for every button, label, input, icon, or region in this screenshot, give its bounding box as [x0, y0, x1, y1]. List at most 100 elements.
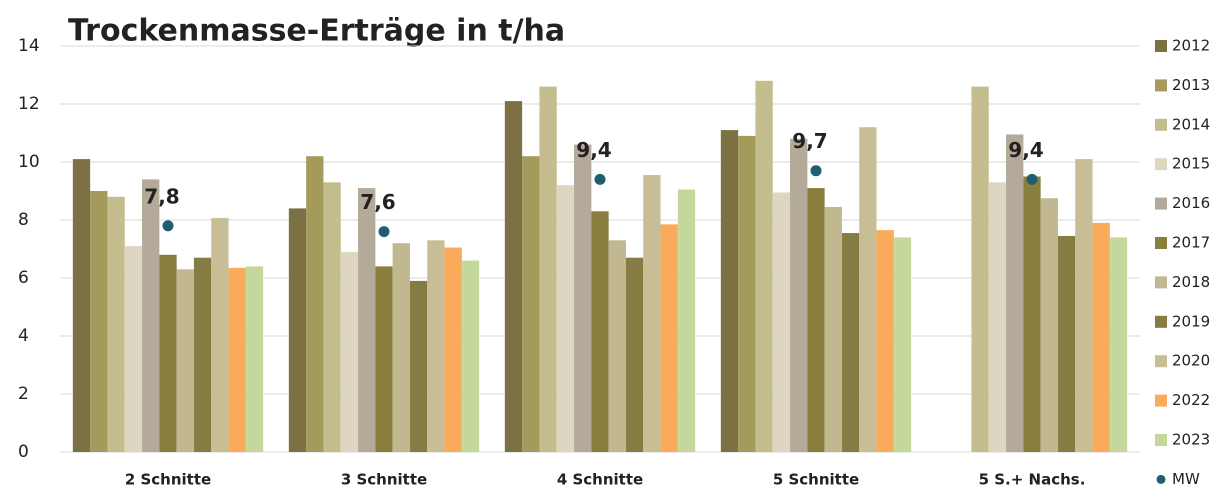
- legend-label: 2020: [1172, 352, 1210, 370]
- bar: [72, 159, 91, 452]
- bar: [807, 188, 825, 452]
- bar: [142, 179, 160, 452]
- legend-marker: [1155, 40, 1167, 52]
- bar: [772, 192, 791, 452]
- bar: [971, 86, 989, 452]
- bar: [323, 182, 341, 453]
- bar: [1109, 237, 1128, 452]
- bar: [841, 233, 860, 452]
- bar: [444, 247, 462, 452]
- data-label: 9,4: [1008, 138, 1043, 162]
- bar: [859, 127, 877, 452]
- bar: [625, 257, 644, 452]
- bar: [556, 185, 575, 452]
- data-label: 9,7: [792, 129, 827, 153]
- legend-marker: [1155, 355, 1167, 368]
- x-tick-label: 2 Schnitte: [125, 471, 211, 489]
- bar: [574, 144, 592, 452]
- y-tick-label: 10: [18, 152, 40, 172]
- legend-label: 2023: [1172, 431, 1210, 449]
- bar: [90, 191, 108, 452]
- legend-marker: [1155, 158, 1167, 171]
- legend-marker: [1155, 394, 1167, 407]
- bar: [988, 182, 1007, 453]
- bar: [790, 138, 808, 453]
- bar: [176, 269, 194, 452]
- data-label: 9,4: [576, 138, 611, 162]
- data-label: 7,6: [360, 190, 395, 214]
- bar: [245, 266, 264, 452]
- chart-title: Trockenmasse-Erträge in t/ha: [68, 14, 565, 49]
- y-tick-label: 4: [18, 326, 29, 346]
- bar: [288, 208, 307, 452]
- y-tick-label: 6: [18, 268, 29, 288]
- mean-dot: [810, 165, 822, 177]
- legend-marker: [1155, 434, 1167, 446]
- bar: [159, 254, 177, 452]
- bar: [211, 217, 229, 452]
- bar: [876, 230, 894, 452]
- y-tick-label: 2: [18, 384, 29, 404]
- legend-label: 2012: [1172, 37, 1210, 55]
- x-tick-label: 4 Schnitte: [557, 471, 643, 489]
- bar: [643, 175, 661, 453]
- bar: [461, 260, 480, 452]
- bar: [1092, 222, 1110, 452]
- bar: [1075, 159, 1093, 452]
- bar: [340, 251, 359, 452]
- bar: [539, 86, 557, 452]
- bar: [124, 246, 143, 452]
- bar: [824, 206, 842, 452]
- legend-marker: [1155, 118, 1167, 131]
- bar: [228, 267, 246, 452]
- x-tick-label: 5 S.+ Nachs.: [979, 471, 1086, 489]
- mean-dot: [162, 220, 174, 232]
- legend-label: 2019: [1172, 312, 1210, 330]
- legend-label: 2013: [1172, 76, 1210, 94]
- bar: [1040, 198, 1058, 452]
- bar: [677, 189, 696, 453]
- bar: [375, 266, 393, 452]
- y-tick-label: 12: [18, 94, 40, 114]
- x-tick-label: 3 Schnitte: [341, 471, 427, 489]
- bar: [358, 188, 376, 452]
- bar: [504, 101, 523, 452]
- legend-marker: [1155, 237, 1167, 249]
- legend-marker: [1155, 276, 1167, 289]
- bar: [608, 240, 626, 452]
- bar: [1057, 235, 1076, 452]
- legend-marker: [1155, 79, 1167, 92]
- data-label: 7,8: [144, 184, 179, 208]
- mean-dot: [594, 173, 606, 185]
- y-tick-label: 0: [18, 442, 29, 462]
- bar: [738, 135, 756, 452]
- bar: [427, 240, 445, 452]
- legend-label: 2022: [1172, 391, 1210, 409]
- bar: [392, 243, 410, 452]
- bar: [409, 280, 428, 452]
- bar: [522, 156, 540, 452]
- bar: [306, 156, 324, 452]
- legend-label: 2018: [1172, 273, 1210, 291]
- bar: [720, 130, 739, 452]
- bar: [1023, 176, 1041, 452]
- legend-marker: [1155, 315, 1167, 328]
- y-tick-label: 8: [18, 210, 29, 230]
- legend-label: MW: [1172, 470, 1200, 488]
- legend-marker: [1156, 474, 1166, 484]
- mean-dot: [378, 226, 390, 238]
- legend-label: 2016: [1172, 194, 1210, 212]
- bar: [660, 224, 678, 452]
- legend-label: 2014: [1172, 115, 1210, 133]
- bar: [591, 211, 609, 452]
- bar: [755, 80, 773, 453]
- mean-dot: [1026, 173, 1038, 185]
- bar: [193, 257, 212, 452]
- legend-marker: [1155, 197, 1167, 210]
- bar: [893, 237, 912, 452]
- bar: [107, 196, 125, 452]
- bar: [1006, 134, 1024, 452]
- legend-label: 2017: [1172, 234, 1210, 252]
- x-tick-label: 5 Schnitte: [773, 471, 859, 489]
